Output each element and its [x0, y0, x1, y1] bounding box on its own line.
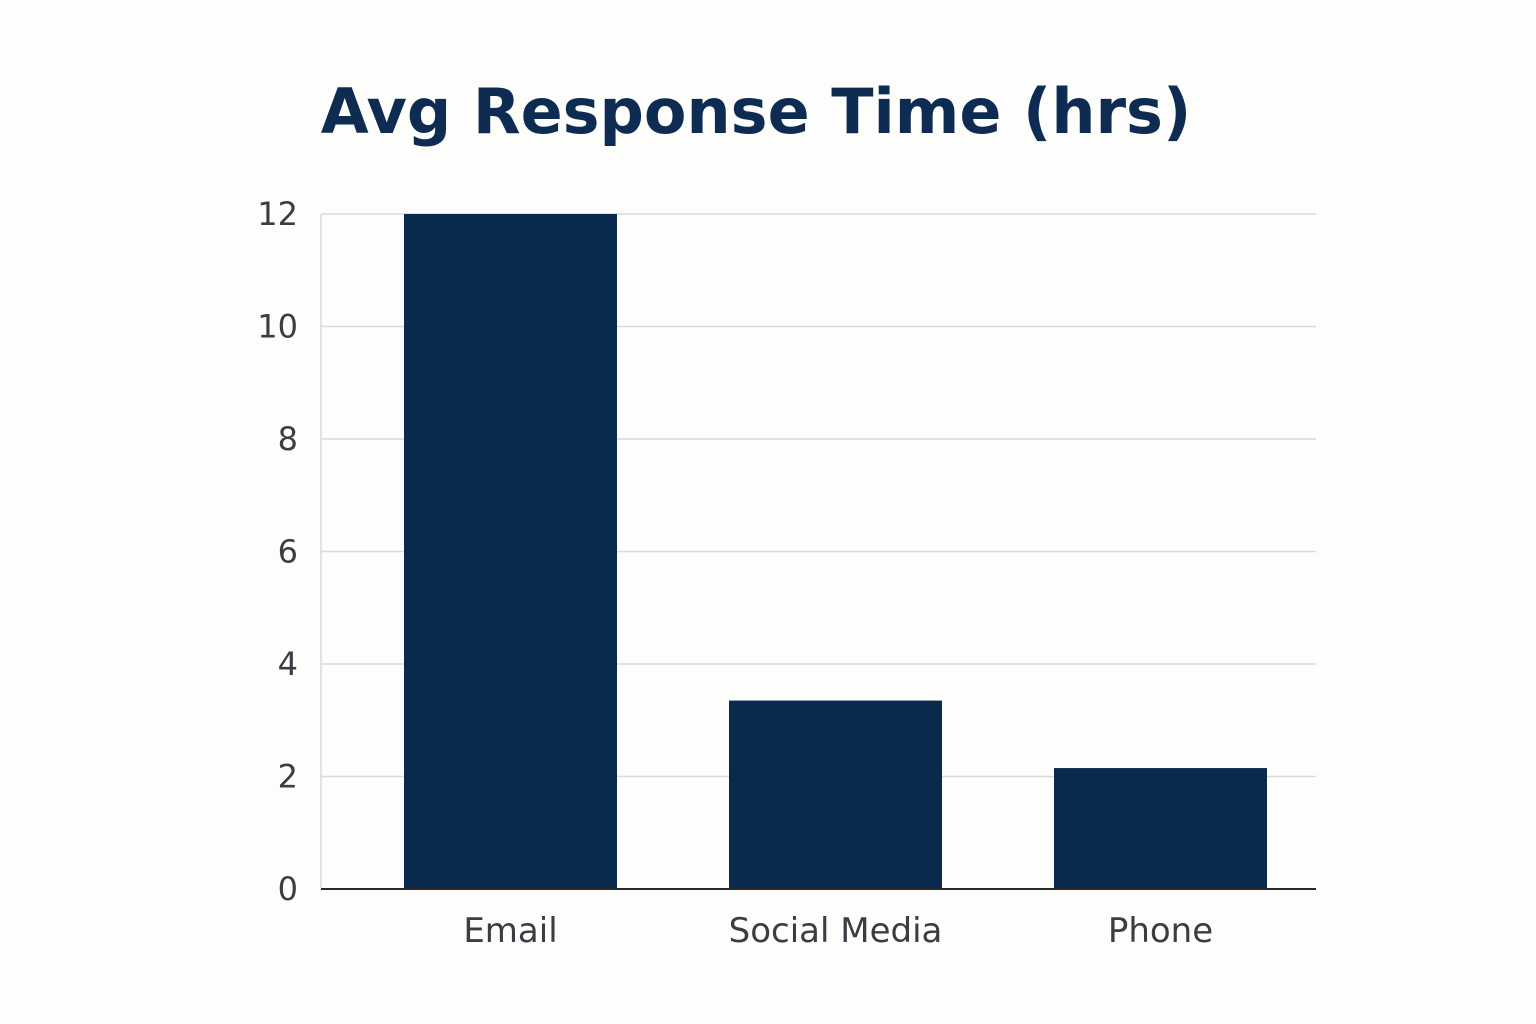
- y-tick-label-10: 10: [257, 308, 298, 346]
- bars: [404, 214, 1267, 889]
- y-tick-label-12: 12: [257, 195, 298, 233]
- bar-email: [404, 214, 617, 889]
- y-tick-label-8: 8: [278, 420, 298, 458]
- bar-phone: [1054, 768, 1267, 889]
- x-category-label-social-media: Social Media: [729, 911, 943, 951]
- axes: [320, 214, 1316, 890]
- y-tick-label-6: 6: [278, 533, 298, 571]
- y-tick-label-0: 0: [278, 870, 298, 908]
- x-category-label-email: Email: [463, 911, 557, 951]
- y-tick-labels: 0 2 4 6 8 10 12: [257, 195, 298, 908]
- y-tick-label-4: 4: [278, 645, 298, 683]
- bar-social-media: [729, 700, 942, 889]
- y-tick-label-2: 2: [278, 758, 298, 796]
- x-category-label-phone: Phone: [1108, 911, 1213, 951]
- chart-title: Avg Response Time (hrs): [321, 75, 1192, 148]
- x-category-labels: Email Social Media Phone: [463, 911, 1213, 951]
